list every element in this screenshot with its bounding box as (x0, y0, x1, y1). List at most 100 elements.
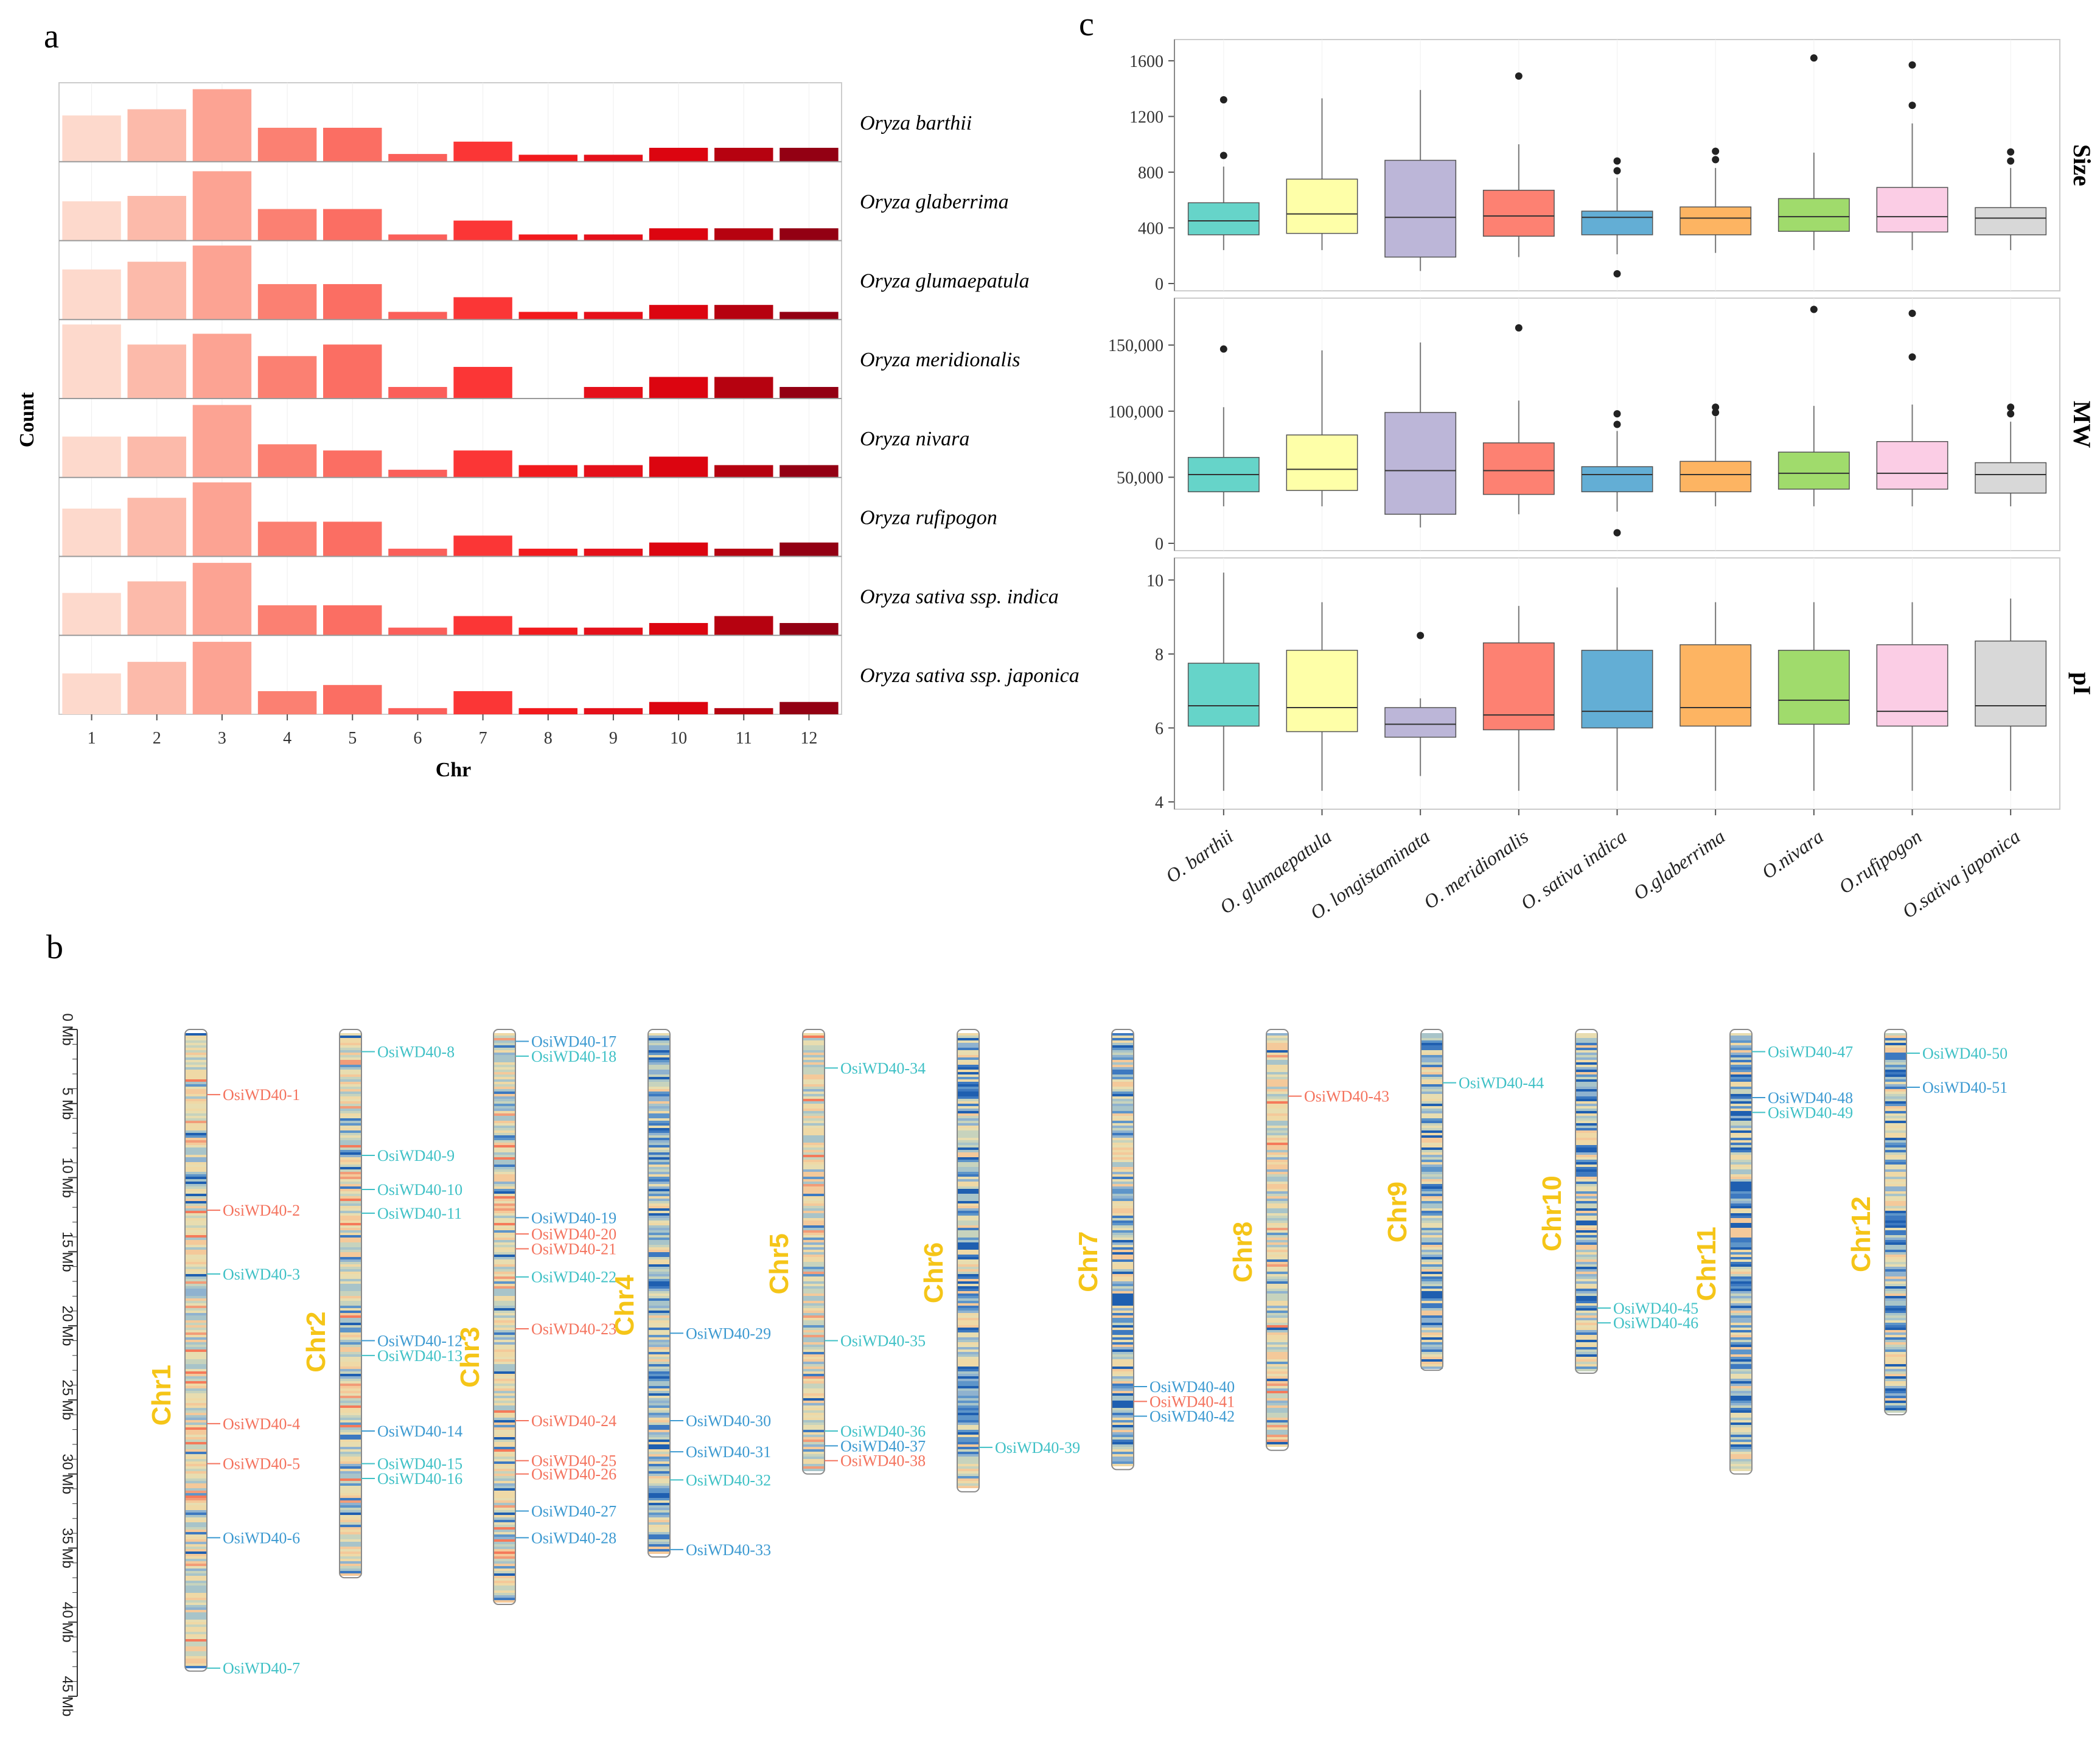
heat-band (803, 1320, 825, 1323)
heat-band (1730, 1033, 1752, 1036)
gene-label: OsiWD40-24 (531, 1412, 616, 1430)
heat-band (1885, 1240, 1906, 1242)
heat-band (340, 1279, 361, 1281)
heat-band (1266, 1072, 1288, 1074)
heat-band (648, 1500, 670, 1503)
heat-band (494, 1060, 515, 1062)
heat-band (957, 1177, 979, 1179)
heat-band (1575, 1349, 1597, 1352)
heat-band (1730, 1062, 1752, 1065)
heat-band (648, 1498, 670, 1500)
heat-band (1112, 1352, 1134, 1354)
heat-band (340, 1186, 361, 1189)
heat-band (494, 1067, 515, 1070)
heat-band (1112, 1072, 1134, 1074)
heat-band (1112, 1272, 1134, 1274)
heat-band (340, 1401, 361, 1403)
heat-band (803, 1403, 825, 1405)
heat-band (648, 1384, 670, 1386)
box (1876, 644, 1948, 727)
heat-band (1730, 1289, 1752, 1291)
heat-band (340, 1342, 361, 1345)
heat-band (803, 1036, 825, 1038)
heat-band (803, 1437, 825, 1440)
y-tick-label: 8 (1155, 646, 1163, 664)
heat-band (1575, 1306, 1597, 1308)
heat-band (803, 1415, 825, 1418)
heat-band (185, 1196, 207, 1199)
gene-label: OsiWD40-13 (377, 1347, 462, 1365)
heat-band (185, 1296, 207, 1298)
heat-band (185, 1087, 207, 1089)
heat-band (1266, 1033, 1288, 1036)
heat-band (340, 1053, 361, 1055)
bar (62, 508, 121, 557)
heat-band (957, 1386, 979, 1388)
heat-band (1730, 1109, 1752, 1111)
heat-band (1421, 1186, 1443, 1189)
heat-band (1730, 1055, 1752, 1057)
heat-band (1885, 1057, 1906, 1060)
heat-band (494, 1510, 515, 1513)
heat-band (1112, 1457, 1134, 1459)
heat-band (1730, 1082, 1752, 1084)
heat-band (1112, 1284, 1134, 1286)
heat-band (648, 1072, 670, 1074)
heat-band (185, 1094, 207, 1096)
heat-band (1266, 1092, 1288, 1094)
heat-band (494, 1247, 515, 1250)
chromosome-label: Chr1 (147, 1365, 176, 1426)
heat-band (1112, 1364, 1134, 1367)
heat-band (1730, 1123, 1752, 1126)
panel-a-bars (62, 89, 839, 714)
heat-band (494, 1140, 515, 1143)
heat-band (1575, 1313, 1597, 1315)
heat-band (648, 1398, 670, 1401)
heat-band (1266, 1111, 1288, 1113)
heat-band (1266, 1133, 1288, 1135)
heat-band (1885, 1281, 1906, 1284)
chromosome-label: Chr4 (610, 1275, 640, 1336)
outlier-point (1613, 157, 1621, 165)
heat-band (1575, 1284, 1597, 1286)
heat-band (185, 1620, 207, 1622)
bar (584, 234, 643, 241)
heat-band (957, 1240, 979, 1242)
heat-band (185, 1573, 207, 1576)
heat-band (1885, 1140, 1906, 1143)
heat-band (1266, 1345, 1288, 1347)
heat-band (185, 1537, 207, 1539)
heat-band (957, 1145, 979, 1147)
gene-label: OsiWD40-48 (1768, 1089, 1853, 1107)
heat-band (1575, 1335, 1597, 1337)
heat-band (1112, 1225, 1134, 1228)
heat-band (957, 1070, 979, 1072)
heat-band (494, 1199, 515, 1201)
heat-band (1421, 1111, 1443, 1113)
heat-band (494, 1033, 515, 1036)
heat-band (1730, 1405, 1752, 1408)
heat-band (1575, 1208, 1597, 1211)
heat-band (1730, 1413, 1752, 1415)
heat-band (1575, 1325, 1597, 1328)
heat-band (803, 1228, 825, 1230)
heat-band (648, 1140, 670, 1143)
heat-band (340, 1496, 361, 1498)
bar (780, 312, 839, 320)
heat-band (185, 1578, 207, 1581)
heat-band (1421, 1225, 1443, 1228)
chromosome-label: Chr8 (1228, 1222, 1258, 1283)
heat-band (1421, 1264, 1443, 1267)
heat-band (648, 1245, 670, 1247)
heat-band (185, 1182, 207, 1184)
heat-band (1266, 1130, 1288, 1133)
heat-band (648, 1447, 670, 1449)
heat-band (185, 1177, 207, 1179)
heat-band (1730, 1345, 1752, 1347)
heat-band (1421, 1094, 1443, 1096)
heat-band (1885, 1033, 1906, 1036)
heat-band (1885, 1206, 1906, 1208)
heat-band (803, 1306, 825, 1308)
heat-band (494, 1038, 515, 1040)
